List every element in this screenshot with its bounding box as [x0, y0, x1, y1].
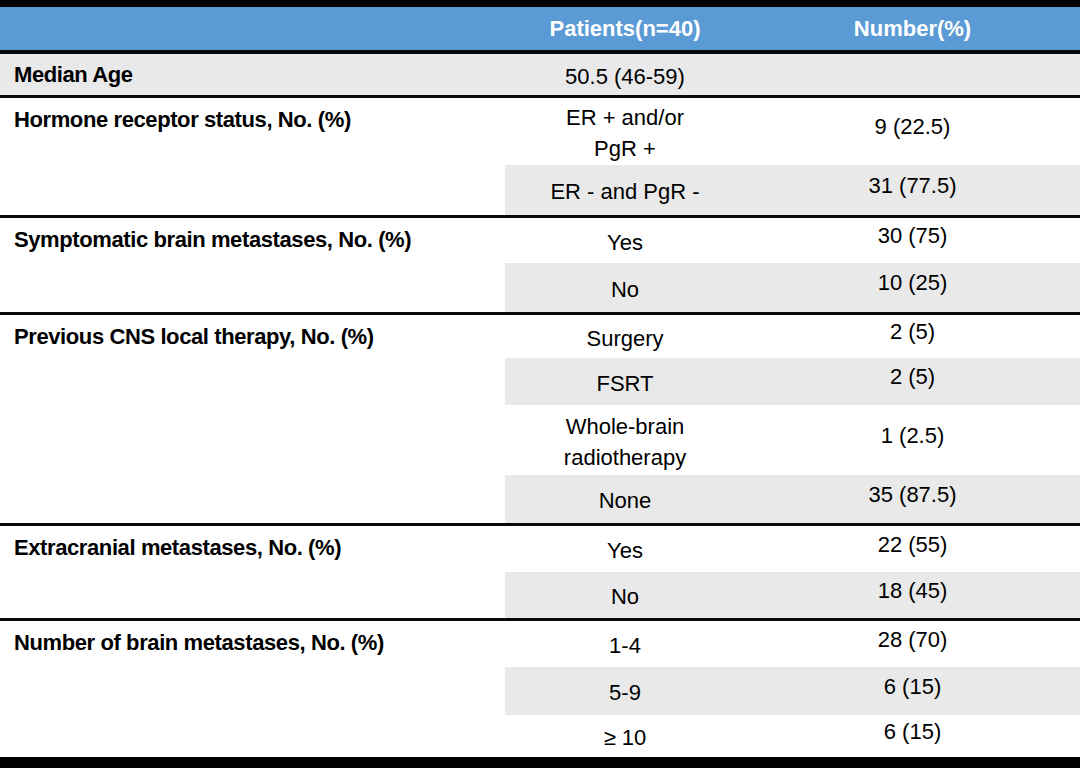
row-label: Number of brain metastases, No. (%) [0, 621, 505, 757]
category-cell: ER - and PgR - [505, 165, 745, 215]
table-header-row: Patients(n=40) Number(%) [0, 7, 1080, 54]
value-cell: 2 (5) [745, 358, 1080, 405]
header-patients-column: Patients(n=40) [505, 7, 745, 50]
section-number-of-brain-metastases: Number of brain metastases, No. (%) 1-4 … [0, 618, 1080, 757]
header-empty-cell [0, 7, 505, 50]
category-cell: FSRT [505, 358, 745, 405]
category-cell: ≥ 10 [505, 715, 745, 757]
row-label: Median Age [0, 54, 505, 95]
section-extracranial-metastases: Extracranial metastases, No. (%) Yes 22 … [0, 523, 1080, 618]
value-cell: 31 (77.5) [745, 165, 1080, 215]
value-cell: 22 (55) [745, 526, 1080, 572]
value-cell: 2 (5) [745, 315, 1080, 358]
section-previous-cns-local-therapy: Previous CNS local therapy, No. (%) Surg… [0, 312, 1080, 523]
category-cell: Yes [505, 218, 745, 263]
category-cell: 1-4 [505, 621, 745, 667]
value-cell: 6 (15) [745, 667, 1080, 715]
value-cell: 6 (15) [745, 715, 1080, 757]
value-cell: 35 (87.5) [745, 475, 1080, 523]
value-cell: 10 (25) [745, 263, 1080, 312]
section-hormone-receptor-status: Hormone receptor status, No. (%) ER + an… [0, 95, 1080, 215]
value-cell [745, 54, 1080, 95]
row-label: Extracranial metastases, No. (%) [0, 526, 505, 618]
row-label: Previous CNS local therapy, No. (%) [0, 315, 505, 523]
category-cell: No [505, 263, 745, 312]
value-cell: 1 (2.5) [745, 405, 1080, 475]
row-label: Symptomatic brain metastases, No. (%) [0, 218, 505, 312]
header-number-column: Number(%) [745, 7, 1080, 50]
category-cell: None [505, 475, 745, 523]
row-label: Hormone receptor status, No. (%) [0, 98, 505, 215]
value-cell: 28 (70) [745, 621, 1080, 667]
category-cell: 5-9 [505, 667, 745, 715]
category-cell: ER + and/or PgR + [505, 98, 745, 165]
category-cell: Yes [505, 526, 745, 572]
patient-characteristics-table: Patients(n=40) Number(%) Median Age 50.5… [0, 0, 1080, 768]
value-cell: 18 (45) [745, 572, 1080, 618]
category-cell: No [505, 572, 745, 618]
value-cell: 30 (75) [745, 218, 1080, 263]
category-cell: 50.5 (46-59) [505, 54, 745, 95]
section-symptomatic-brain-metastases: Symptomatic brain metastases, No. (%) Ye… [0, 215, 1080, 312]
category-cell: Whole-brain radiotherapy [505, 405, 745, 475]
section-median-age: Median Age 50.5 (46-59) [0, 54, 1080, 95]
category-cell: Surgery [505, 315, 745, 358]
value-cell: 9 (22.5) [745, 98, 1080, 165]
